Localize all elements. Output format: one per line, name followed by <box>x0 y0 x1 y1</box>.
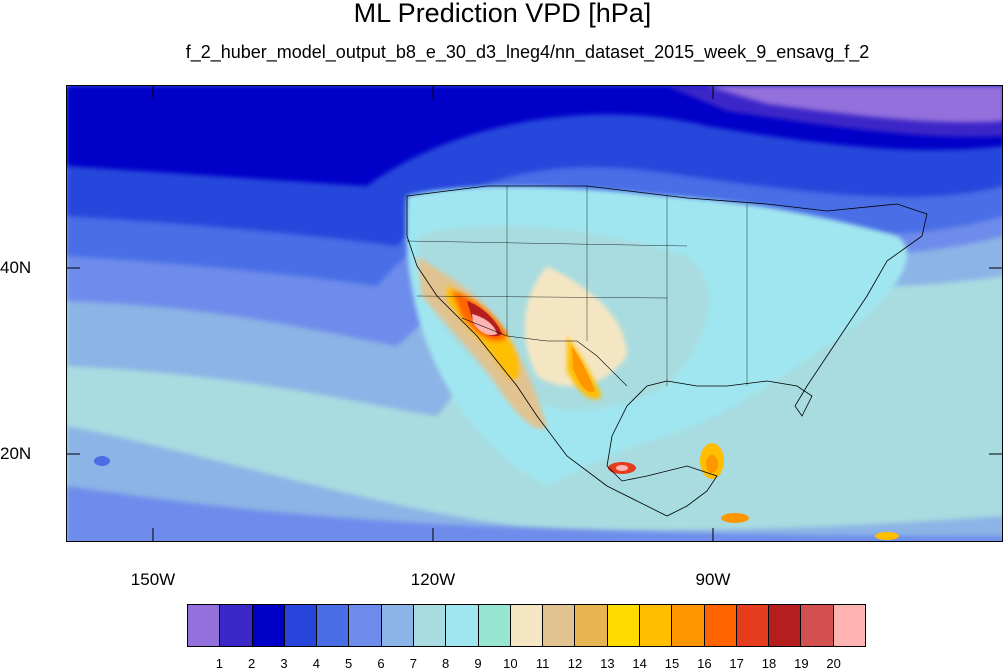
colorbar-swatch <box>349 605 382 646</box>
colorbar-swatch <box>672 605 705 646</box>
colorbar-swatch <box>769 605 802 646</box>
colorbar-swatch <box>543 605 576 646</box>
colorbar-swatch <box>220 605 253 646</box>
colorbar <box>187 604 866 647</box>
lon-label-120w: 120W <box>410 570 456 589</box>
colorbar-swatch <box>575 605 608 646</box>
vpd-contour-field <box>67 86 1002 541</box>
colorbar-label: 14 <box>632 656 647 671</box>
vpd-map <box>66 85 1003 542</box>
lon-label-150w: 150W <box>130 570 176 589</box>
colorbar-swatch <box>478 605 511 646</box>
colorbar-label: 6 <box>377 656 385 671</box>
colorbar-label: 5 <box>345 656 353 671</box>
lat-label-40n: 40N <box>0 258 32 277</box>
colorbar-label: 10 <box>503 656 518 671</box>
colorbar-label: 12 <box>567 656 583 671</box>
colorbar-label: 4 <box>312 656 320 671</box>
lat-label-20n: 20N <box>0 444 32 463</box>
colorbar-swatch <box>446 605 479 646</box>
colorbar-label: 18 <box>761 656 777 671</box>
colorbar-swatch <box>284 605 318 646</box>
colorbar-label: 17 <box>729 656 744 671</box>
colorbar-swatch <box>801 605 834 646</box>
colorbar-swatch <box>413 605 447 646</box>
colorbar-swatch <box>317 605 350 646</box>
colorbar-label: 8 <box>442 656 450 671</box>
colorbar-swatch <box>833 605 865 646</box>
colorbar-swatch <box>510 605 544 646</box>
chart-title: ML Prediction VPD [hPa] <box>353 0 652 28</box>
colorbar-swatch <box>704 605 737 646</box>
lon-label-90w: 90W <box>695 570 731 589</box>
colorbar-label: 13 <box>600 656 615 671</box>
colorbar-swatch <box>252 605 285 646</box>
colorbar-swatch <box>188 605 221 646</box>
colorbar-label: 20 <box>826 656 841 671</box>
colorbar-swatch <box>607 605 640 646</box>
colorbar-label: 2 <box>248 656 256 671</box>
colorbar-swatch <box>381 605 414 646</box>
colorbar-label: 7 <box>409 656 417 671</box>
colorbar-label: 11 <box>535 656 550 671</box>
chart-subtitle: f_2_huber_model_output_b8_e_30_d3_lneg4/… <box>185 42 870 62</box>
colorbar-label: 1 <box>215 656 223 671</box>
colorbar-swatch <box>639 605 673 646</box>
colorbar-label: 15 <box>664 656 680 671</box>
colorbar-label: 19 <box>794 656 809 671</box>
colorbar-label: 9 <box>474 656 482 671</box>
colorbar-label: 16 <box>697 656 712 671</box>
colorbar-swatch <box>736 605 770 646</box>
colorbar-label: 3 <box>280 656 288 671</box>
